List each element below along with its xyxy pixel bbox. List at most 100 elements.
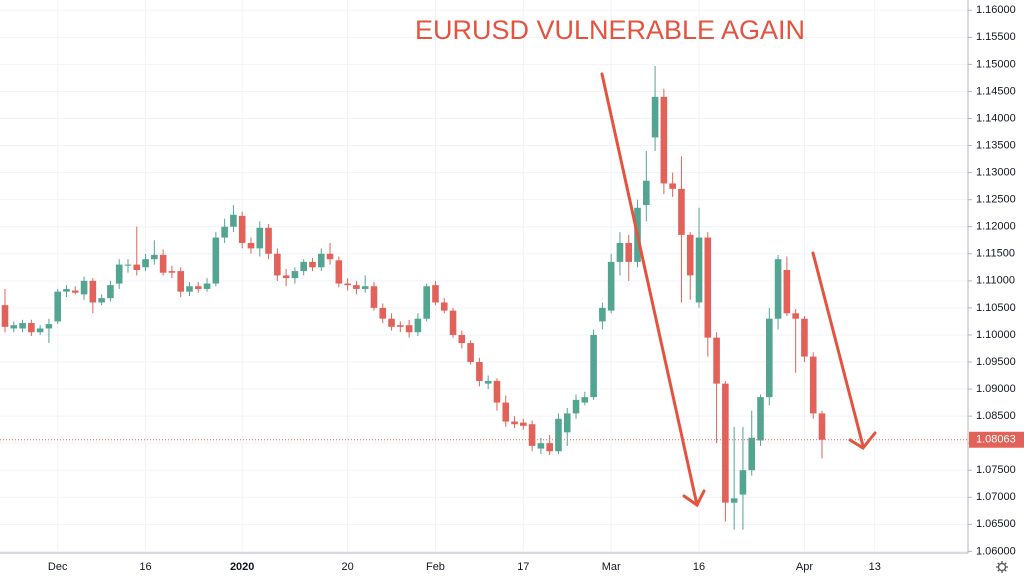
candle-body	[713, 337, 720, 384]
candle-body	[493, 380, 501, 403]
candle-body	[256, 227, 264, 249]
x-tick-label: Dec	[48, 561, 68, 573]
candle-body	[247, 242, 255, 249]
candle-body	[792, 313, 799, 319]
candle-body	[71, 290, 79, 293]
candle-body	[643, 180, 650, 206]
candle-body	[89, 280, 97, 303]
candle-body	[809, 356, 817, 414]
y-tick-label: 1.15000	[976, 58, 1016, 70]
y-tick-label: 1.08500	[976, 410, 1016, 422]
candle-body	[686, 234, 694, 276]
candle-body	[28, 323, 35, 333]
candle-body	[63, 288, 70, 292]
current-price-label: 1.08063	[976, 434, 1016, 446]
y-tick-label: 1.13000	[976, 167, 1016, 179]
x-tick-label: Mar	[602, 561, 621, 573]
candle-body	[80, 280, 88, 295]
candle-body	[370, 286, 378, 308]
y-tick-label: 1.09000	[976, 383, 1016, 395]
candle-body	[678, 188, 685, 235]
y-tick-label: 1.07500	[976, 464, 1016, 476]
candle-body	[309, 261, 316, 268]
candle-body	[238, 215, 246, 243]
candle-body	[625, 242, 633, 262]
candle-body	[572, 399, 580, 414]
x-tick-label: 17	[517, 561, 529, 573]
candle-body	[581, 397, 589, 403]
candle-body	[265, 227, 272, 254]
candle-body	[107, 285, 114, 299]
arrow	[811, 251, 865, 448]
candle-body	[300, 261, 307, 272]
candle-body	[607, 261, 615, 311]
candle-body	[203, 283, 211, 289]
candle-body	[599, 307, 606, 322]
candle-body	[186, 286, 193, 292]
candle-body	[379, 307, 387, 319]
candle-body	[115, 264, 123, 284]
candle-body	[423, 286, 430, 319]
candle-body	[476, 361, 483, 381]
x-tick-label: Feb	[426, 561, 445, 573]
candle-body	[695, 237, 703, 303]
y-tick-label: 1.06000	[976, 545, 1016, 557]
candle-body	[274, 253, 281, 276]
settings-icon[interactable]	[996, 561, 1008, 573]
candle-body	[142, 259, 149, 268]
y-tick-label: 1.10000	[976, 329, 1016, 341]
candle-body	[774, 259, 782, 319]
candle-body	[555, 418, 562, 452]
arrow-head	[848, 431, 877, 450]
candle-body	[317, 253, 325, 268]
candle-body	[528, 424, 536, 446]
candle-body	[730, 498, 738, 503]
candle-body	[54, 291, 62, 322]
candle-body	[801, 318, 808, 357]
y-tick-label: 1.14000	[976, 112, 1016, 124]
candle-body	[432, 285, 439, 303]
candle-body	[177, 271, 184, 292]
candle-body	[282, 275, 290, 279]
candle-body	[221, 226, 228, 238]
candle-body	[590, 334, 597, 398]
candle-body	[520, 422, 527, 426]
x-tick-label: 2020	[230, 561, 254, 573]
candle-body	[757, 397, 764, 441]
candle-body	[159, 254, 167, 273]
candle-body	[739, 470, 747, 495]
candle-body	[291, 271, 299, 279]
candle-body	[397, 325, 404, 327]
candle-body	[405, 325, 413, 333]
y-tick-label: 1.06500	[976, 518, 1016, 530]
candle-body	[651, 96, 659, 138]
candle-body	[765, 318, 773, 398]
x-tick-label: 13	[869, 561, 881, 573]
candle-body	[414, 318, 422, 333]
candle-body	[388, 318, 395, 327]
candle-body	[537, 443, 545, 449]
candle-body	[361, 286, 369, 289]
y-tick-label: 1.15500	[976, 31, 1016, 43]
candle-body	[449, 310, 457, 335]
candle-body	[168, 271, 176, 273]
y-tick-label: 1.09500	[976, 356, 1016, 368]
candle-body	[19, 323, 26, 329]
candle-body	[748, 437, 756, 471]
x-tick-label: 20	[341, 561, 353, 573]
candle-body	[124, 264, 132, 266]
candle-body	[722, 383, 729, 503]
candle-body	[98, 298, 105, 303]
annotation-arrows	[600, 72, 877, 508]
chart-title: EURUSD VULNERABLE AGAIN	[415, 15, 805, 45]
arrow-head	[682, 489, 706, 508]
y-tick-label: 1.11000	[976, 275, 1015, 287]
current-price-badge	[969, 431, 1024, 448]
candle-body	[335, 260, 343, 284]
candle-body	[151, 254, 158, 260]
x-tick-label: 16	[693, 561, 705, 573]
candle-body	[484, 380, 492, 384]
y-tick-label: 1.12500	[976, 194, 1016, 206]
candle-body	[502, 402, 510, 422]
